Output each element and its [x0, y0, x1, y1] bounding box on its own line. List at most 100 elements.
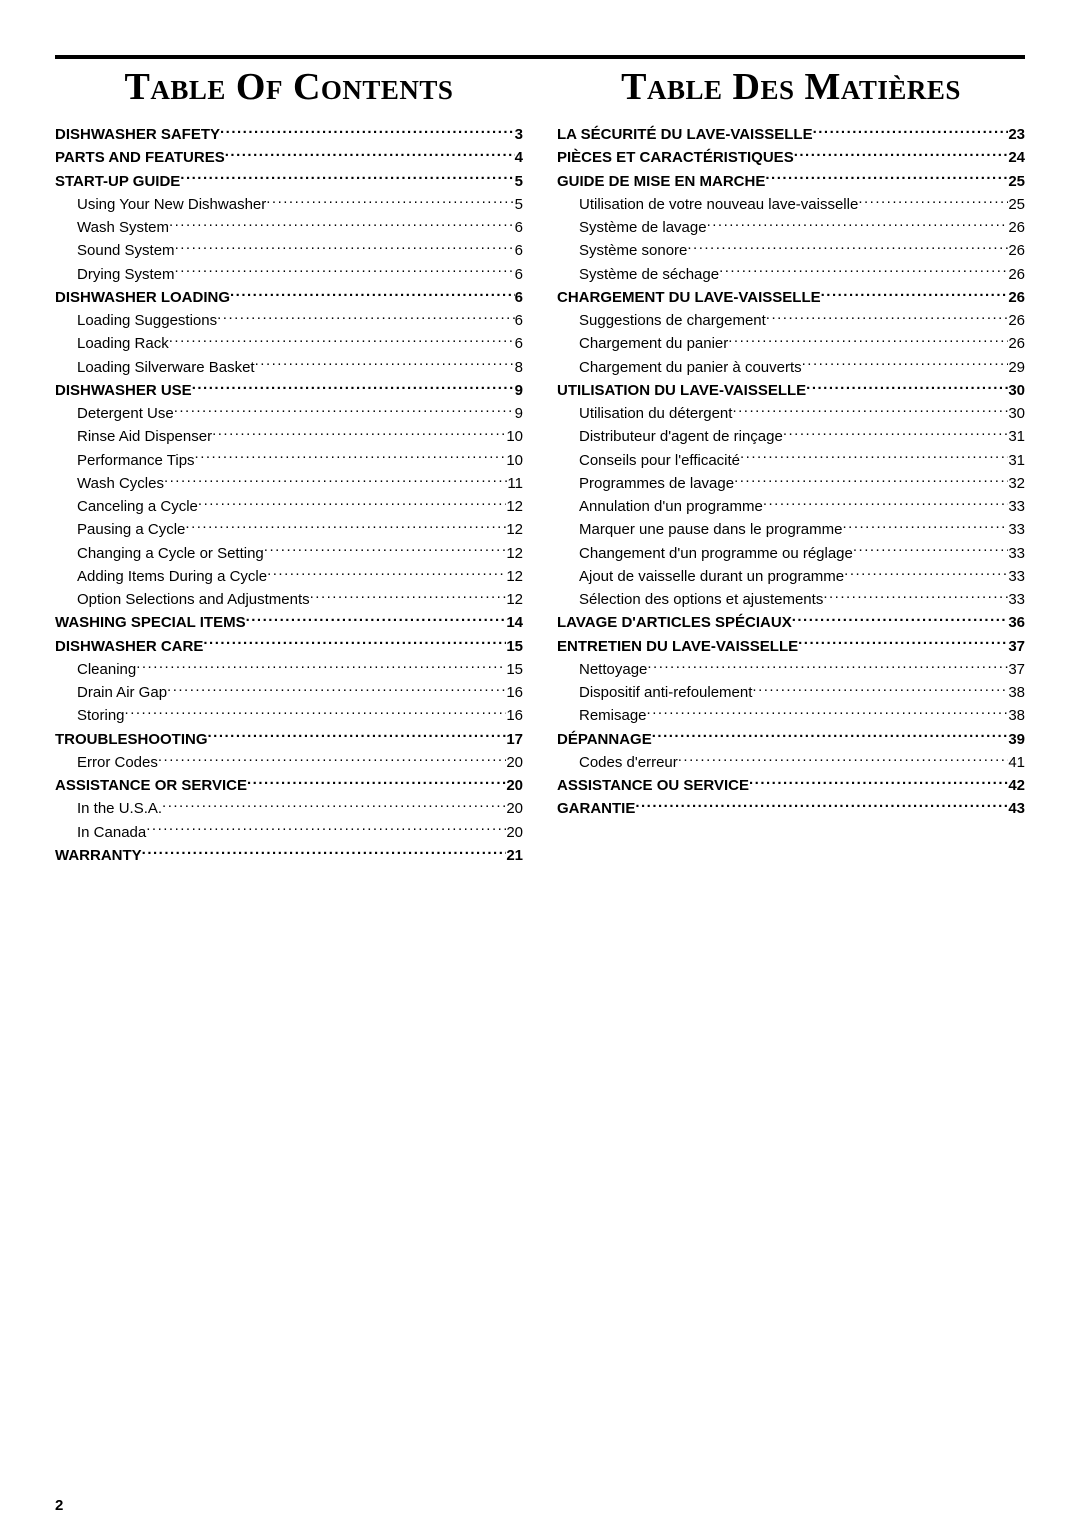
toc-entry-label: Wash Cycles: [55, 472, 164, 495]
toc-entry-label: DISHWASHER CARE: [55, 635, 203, 658]
toc-entry-page: 12: [506, 588, 523, 611]
toc-entry-label: GARANTIE: [557, 797, 635, 820]
toc-entry: Codes d'erreur41: [557, 751, 1025, 774]
toc-entry: Programmes de lavage32: [557, 472, 1025, 495]
toc-entry: Suggestions de chargement 26: [557, 309, 1025, 332]
toc-entry-leader: [174, 403, 515, 418]
toc-entry: Option Selections and Adjustments12: [55, 588, 523, 611]
toc-entry-page: 31: [1008, 449, 1025, 472]
toc-entry-label: LA SÉCURITÉ DU LAVE-VAISSELLE: [557, 123, 813, 146]
toc-entry-label: Remisage: [557, 704, 647, 727]
toc-entry-page: 25: [1008, 193, 1025, 216]
toc-entry-page: 42: [1008, 774, 1025, 797]
toc-entry: Cleaning15: [55, 658, 523, 681]
toc-title-fr: Table Des Matières: [557, 65, 1025, 109]
toc-entry: TROUBLESHOOTING17: [55, 728, 523, 751]
toc-entry-label: Utilisation de votre nouveau lave-vaisse…: [557, 193, 858, 216]
toc-entry: Canceling a Cycle12: [55, 495, 523, 518]
toc-entry: LA SÉCURITÉ DU LAVE-VAISSELLE23: [557, 123, 1025, 146]
toc-entry: Sélection des options et ajustements33: [557, 588, 1025, 611]
toc-entry-page: 5: [515, 193, 523, 216]
toc-entry-leader: [806, 380, 1008, 395]
toc-list-fr: LA SÉCURITÉ DU LAVE-VAISSELLE23PIÈCES ET…: [557, 123, 1025, 821]
toc-entry-leader: [647, 705, 1009, 720]
toc-entry-label: Dispositif anti-refoulement: [557, 681, 752, 704]
toc-entry-leader: [766, 310, 1009, 325]
toc-entry-page: 17: [506, 728, 523, 751]
toc-entry-leader: [752, 682, 1008, 697]
toc-entry-page: 26: [1008, 332, 1025, 355]
toc-entry: Rinse Aid Dispenser10: [55, 425, 523, 448]
toc-entry-page: 20: [506, 774, 523, 797]
toc-entry-leader: [763, 496, 1009, 511]
toc-entry-label: Conseils pour l'efficacité: [557, 449, 740, 472]
toc-entry-leader: [647, 659, 1008, 674]
toc-entry-leader: [749, 775, 1008, 790]
toc-entry-leader: [842, 519, 1008, 534]
toc-entry-page: 33: [1008, 518, 1025, 541]
toc-entry-leader: [198, 496, 506, 511]
toc-entry: In Canada20: [55, 821, 523, 844]
toc-entry: LAVAGE D'ARTICLES SPÉCIAUX36: [557, 611, 1025, 634]
columns-container: Table Of Contents DISHWASHER SAFETY3PART…: [55, 65, 1025, 867]
toc-entry-leader: [164, 473, 507, 488]
toc-entry: DISHWASHER USE9: [55, 379, 523, 402]
toc-entry-label: Detergent Use: [55, 402, 174, 425]
toc-entry-leader: [823, 589, 1008, 604]
toc-entry-leader: [821, 287, 1009, 302]
toc-entry-page: 39: [1008, 728, 1025, 751]
toc-entry: In the U.S.A.20: [55, 797, 523, 820]
toc-entry-page: 6: [515, 263, 523, 286]
toc-entry-leader: [142, 845, 507, 860]
toc-entry-label: CHARGEMENT DU LAVE-VAISSELLE: [557, 286, 821, 309]
toc-entry-page: 6: [515, 286, 523, 309]
toc-entry: Distributeur d'agent de rinçage31: [557, 425, 1025, 448]
top-rule: [55, 55, 1025, 59]
toc-entry-leader: [719, 264, 1008, 279]
toc-entry-page: 6: [515, 309, 523, 332]
toc-entry-page: 12: [506, 542, 523, 565]
toc-entry-leader: [220, 124, 515, 139]
toc-entry-label: Storing: [55, 704, 125, 727]
toc-entry-label: Suggestions de chargement: [557, 309, 766, 332]
toc-entry-label: Error Codes: [55, 751, 158, 774]
toc-entry: WASHING SPECIAL ITEMS14: [55, 611, 523, 634]
toc-entry-page: 12: [506, 565, 523, 588]
toc-entry-page: 26: [1008, 309, 1025, 332]
toc-entry-label: ENTRETIEN DU LAVE-VAISSELLE: [557, 635, 798, 658]
toc-entry-leader: [136, 659, 506, 674]
toc-entry: DISHWASHER CARE15: [55, 635, 523, 658]
toc-entry-label: Changing a Cycle or Setting: [55, 542, 264, 565]
toc-entry-page: 37: [1008, 635, 1025, 658]
toc-entry-label: Using Your New Dishwasher: [55, 193, 266, 216]
toc-entry-leader: [246, 612, 507, 627]
toc-entry: GARANTIE43: [557, 797, 1025, 820]
toc-entry-leader: [652, 729, 1009, 744]
toc-entry: START-UP GUIDE5: [55, 170, 523, 193]
toc-entry: WARRANTY21: [55, 844, 523, 867]
toc-entry-leader: [794, 147, 1009, 162]
toc-entry-page: 20: [506, 821, 523, 844]
toc-entry-leader: [732, 403, 1008, 418]
page: Table Of Contents DISHWASHER SAFETY3PART…: [0, 0, 1080, 1534]
toc-entry-label: Changement d'un programme ou réglage: [557, 542, 853, 565]
toc-entry-label: Programmes de lavage: [557, 472, 734, 495]
toc-entry-page: 31: [1008, 425, 1025, 448]
toc-entry-page: 6: [515, 239, 523, 262]
toc-entry: Utilisation de votre nouveau lave-vaisse…: [557, 193, 1025, 216]
toc-entry-leader: [225, 147, 515, 162]
toc-entry: Changement d'un programme ou réglage33: [557, 542, 1025, 565]
toc-entry-leader: [853, 543, 1008, 558]
toc-entry-label: DÉPANNAGE: [557, 728, 652, 751]
toc-entry: DÉPANNAGE 39: [557, 728, 1025, 751]
toc-entry-page: 6: [515, 216, 523, 239]
toc-entry-label: DISHWASHER LOADING: [55, 286, 230, 309]
toc-entry-page: 33: [1008, 588, 1025, 611]
toc-entry: GUIDE DE MISE EN MARCHE25: [557, 170, 1025, 193]
toc-entry-page: 37: [1008, 658, 1025, 681]
toc-entry-leader: [208, 729, 507, 744]
toc-entry-leader: [247, 775, 506, 790]
toc-entry: Marquer une pause dans le programme33: [557, 518, 1025, 541]
toc-entry-leader: [169, 217, 515, 232]
toc-entry: ENTRETIEN DU LAVE-VAISSELLE 37: [557, 635, 1025, 658]
